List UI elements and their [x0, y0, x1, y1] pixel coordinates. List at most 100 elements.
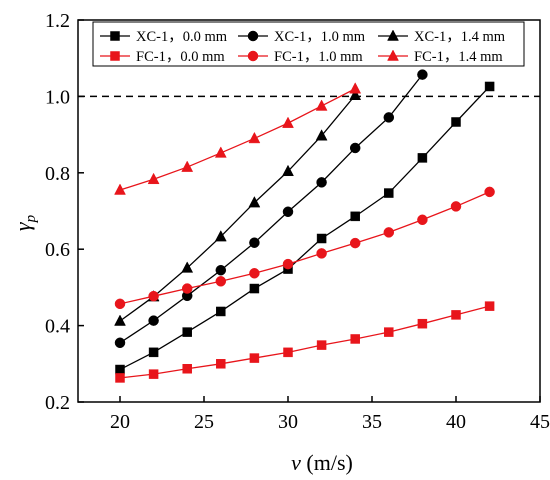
data-point — [383, 227, 395, 238]
x-tick-label: 40 — [446, 411, 466, 433]
data-point — [214, 230, 227, 242]
data-point — [282, 258, 294, 270]
data-point — [484, 81, 495, 92]
legend-label: XC-1，0.0 mm — [136, 29, 228, 45]
data-point — [216, 306, 226, 317]
legend-label: FC-1，1.0 mm — [274, 49, 363, 65]
data-point — [181, 283, 193, 294]
series-6 — [114, 82, 362, 195]
data-point — [450, 201, 462, 212]
data-point — [316, 340, 327, 350]
data-point — [248, 196, 261, 208]
y-tick-label: 1.0 — [45, 86, 70, 108]
data-point — [417, 318, 428, 329]
data-point — [350, 334, 360, 344]
axis-ticks: 20 25 30 35 40 45 0.2 0.4 0.6 0.8 1.0 1.2 — [45, 10, 550, 433]
x-tick-label: 45 — [530, 411, 550, 433]
plot-frame — [77, 19, 541, 403]
legend-item: XC-1，1.4 mm — [378, 29, 506, 45]
legend: XC-1，0.0 mm XC-1，1.0 mm XC-1，1.4 mm FC-1，0.… — [92, 21, 525, 67]
legend-marker — [110, 31, 120, 41]
y-tick-label: 1.2 — [45, 10, 70, 32]
series-4 — [115, 301, 495, 383]
data-point — [115, 373, 125, 383]
data-point — [148, 315, 159, 326]
data-point — [316, 248, 327, 259]
data-point — [349, 88, 362, 101]
data-point — [349, 142, 361, 154]
data-point — [181, 160, 194, 172]
data-point — [114, 183, 126, 195]
legend-marker — [387, 29, 399, 41]
series-line — [119, 305, 490, 379]
data-point — [282, 164, 294, 177]
x-tick-label: 30 — [278, 411, 298, 433]
data-point — [316, 177, 327, 188]
data-point — [350, 211, 360, 222]
data-point — [147, 172, 160, 185]
y-tick-label: 0.6 — [45, 239, 70, 261]
legend-label: FC-1，1.4 mm — [414, 49, 503, 65]
series-2 — [114, 69, 428, 349]
data-point — [115, 364, 125, 375]
y-tick-label: 0.4 — [45, 316, 70, 338]
series-3 — [114, 88, 362, 326]
data-point — [249, 268, 260, 279]
legend-item: FC-1，0.0 mm — [100, 49, 225, 65]
data-point — [315, 129, 328, 141]
legend-label: FC-1，0.0 mm — [136, 49, 225, 65]
data-point — [484, 186, 495, 198]
data-point — [114, 298, 126, 310]
series-1 — [115, 81, 495, 375]
data-point — [248, 131, 261, 144]
data-point — [384, 188, 394, 198]
data-point — [249, 237, 260, 248]
legend-item: XC-1，1.0 mm — [238, 29, 366, 45]
data-point — [148, 369, 159, 379]
data-point — [283, 347, 293, 358]
legend-marker — [387, 49, 399, 61]
legend-box — [92, 21, 525, 67]
y-axis-variable: γ — [10, 221, 35, 231]
data-point — [215, 276, 227, 287]
data-point — [451, 310, 461, 320]
data-point — [215, 264, 227, 276]
x-axis-title: v (m/s) — [291, 450, 353, 475]
data-point — [484, 301, 495, 311]
data-point — [383, 112, 395, 123]
data-point — [114, 314, 126, 326]
data-point — [214, 146, 227, 158]
data-point — [249, 283, 260, 294]
data-point — [114, 337, 126, 349]
series-line — [119, 74, 423, 344]
legend-item: FC-1，1.4 mm — [378, 49, 503, 65]
legend-marker — [247, 30, 259, 42]
y-axis-title: γp — [10, 214, 39, 231]
data-point — [148, 347, 159, 358]
series-layer — [114, 69, 495, 383]
data-point — [315, 99, 328, 111]
legend-item: XC-1，0.0 mm — [100, 29, 228, 45]
data-point — [182, 327, 192, 337]
x-axis-unit: (m/s) — [301, 450, 353, 475]
series-line — [119, 191, 490, 305]
data-point — [148, 290, 159, 302]
data-point — [282, 206, 294, 218]
x-tick-label: 25 — [194, 411, 214, 433]
legend-label: XC-1，1.0 mm — [274, 29, 366, 45]
data-point — [182, 364, 192, 374]
legend-marker — [110, 51, 120, 61]
y-axis-subscript: p — [23, 214, 39, 223]
data-point — [349, 237, 361, 249]
data-point — [349, 82, 362, 94]
x-tick-label: 35 — [362, 411, 382, 433]
legend-item: FC-1，1.0 mm — [238, 49, 363, 65]
x-tick-label: 20 — [110, 411, 130, 433]
series-line — [119, 88, 356, 191]
data-point — [417, 153, 428, 163]
data-point — [384, 327, 394, 337]
series-line — [119, 86, 491, 371]
data-point — [181, 261, 194, 273]
data-point — [249, 353, 260, 363]
